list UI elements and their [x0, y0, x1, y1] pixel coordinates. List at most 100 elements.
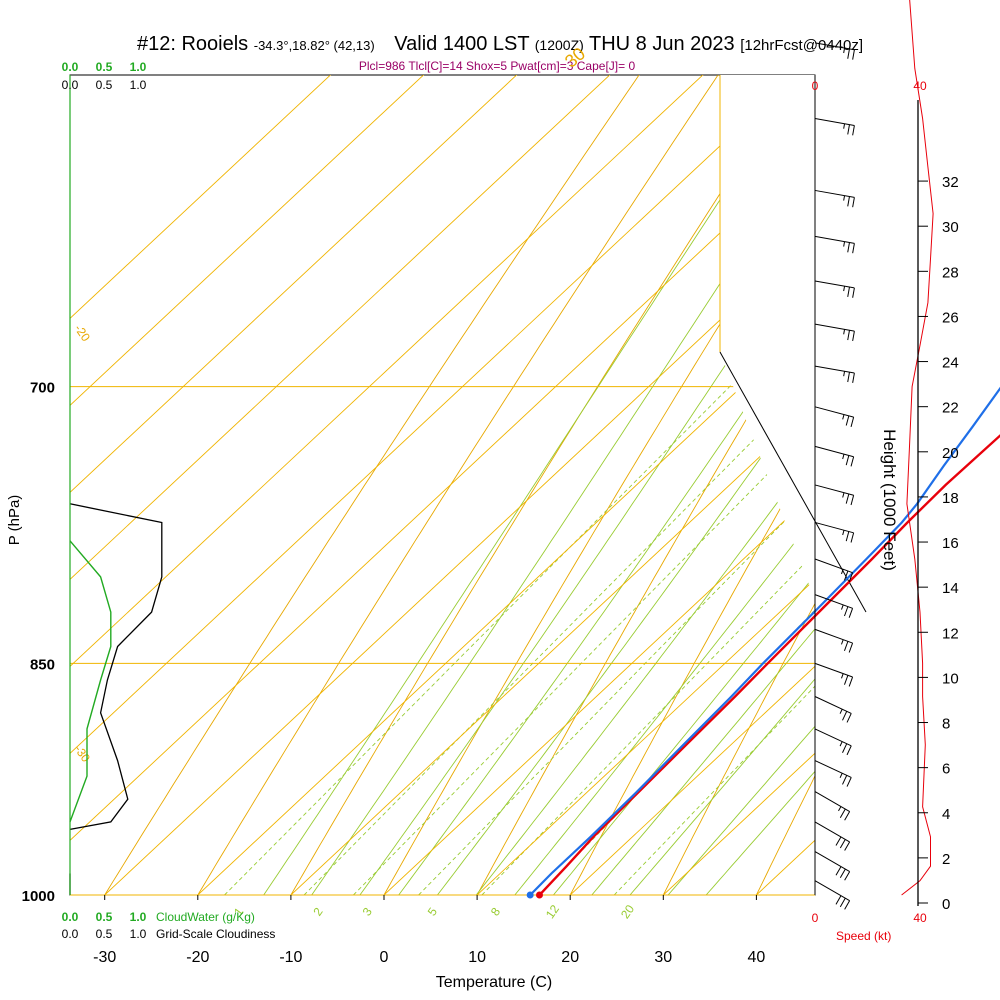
height-tick-label: 16 [942, 535, 959, 552]
height-tick-label: 24 [942, 355, 959, 372]
dry-adiabat-line [104, 75, 640, 895]
height-tick-label: 10 [942, 670, 959, 687]
wind-barb [814, 521, 855, 543]
wind-barb [814, 118, 855, 136]
wind-barb [814, 484, 855, 506]
dry-adiabat-line [662, 602, 815, 895]
isotherm-line [104, 230, 815, 895]
isotherm-line [70, 75, 425, 406]
isotherm-line [290, 404, 815, 895]
wind-speed-profile [901, 0, 934, 896]
cloud-water-scale-bottom: 0.0 [62, 910, 79, 924]
speed-tick-top: 40 [913, 79, 927, 93]
isobars-layer: 2503004005007008501000 [22, 380, 815, 905]
height-tick-label: 8 [942, 716, 950, 733]
isotherm-line [383, 491, 815, 895]
wind-barb [814, 406, 855, 427]
plot-frame [69, 74, 816, 896]
wind-barb [814, 42, 855, 60]
cloudiness-label: Grid-Scale Cloudiness [156, 927, 275, 941]
cloud-water-scale-top: 0.5 [96, 60, 113, 74]
station-coords: -34.3°,18.82° (42,13) [254, 38, 375, 53]
wind-barb [814, 821, 851, 851]
isotherm-line [70, 75, 797, 755]
temperature-tick-label: -10 [279, 949, 302, 966]
height-tick-label: 30 [942, 219, 959, 236]
pressure-tick-label: 1000 [22, 888, 55, 905]
height-tick-label: 6 [942, 761, 950, 778]
x-axis-title: Temperature (C) [436, 974, 552, 991]
wind-barb [814, 696, 852, 723]
height-tick-label: 2 [942, 851, 950, 868]
moist-adiabat-line [591, 628, 815, 895]
cloud-water-label: CloudWater (g/Kg) [156, 910, 255, 924]
isotherm-line [70, 75, 704, 668]
dewpoint-profile [529, 386, 1000, 896]
dry-adiabat-line [912, 0, 1000, 965]
cloud-water-line [69, 540, 112, 823]
mixing-ratio-label: 12 [543, 902, 562, 921]
cloudiness-scale-top: 1.0 [130, 78, 147, 92]
isotherms-layer [70, 75, 815, 895]
cloudiness-line [69, 503, 163, 831]
height-tick-label: 0 [942, 896, 950, 913]
temperature-tick-label: -20 [186, 949, 209, 966]
mixing-ratio-label: 2 [310, 905, 325, 919]
speed-tick-top: 0 [812, 79, 819, 93]
surface-dewpoint-marker [526, 891, 534, 899]
temperature-tick-label: 40 [748, 949, 766, 966]
wind-barb [814, 280, 855, 298]
wind-barb [814, 594, 854, 618]
dry-adiabat-line [569, 446, 815, 895]
sounding-profiles-layer [526, 386, 1000, 899]
temperature-profile [538, 434, 1000, 896]
isotherm-line [70, 75, 611, 581]
mixing-ratio-line [353, 425, 815, 895]
height-tick-label: 22 [942, 400, 959, 417]
y-axis-title: P (hPa) [6, 495, 23, 546]
speed-tick-bottom: 0 [812, 911, 819, 925]
height-axis-title: Height (1000 Feet) [880, 429, 899, 571]
moist-adiabat-line [667, 725, 815, 895]
dry-adiabat-line [290, 75, 798, 895]
wind-barb [814, 662, 854, 687]
isotherm-line [197, 317, 815, 895]
temperature-tick-label: -30 [93, 949, 116, 966]
wind-speed-layer: 0040408080120120 [812, 0, 934, 925]
plot-mask-layer [719, 75, 867, 895]
mixing-ratio-label: 3 [360, 905, 375, 919]
moist-adiabat-line [436, 380, 815, 895]
wind-barb [814, 880, 851, 910]
height-tick-label: 32 [942, 174, 959, 191]
height-tick-label: 4 [942, 806, 950, 823]
moist-adiabat-line [629, 678, 815, 895]
mixing-ratio-label: 8 [488, 905, 503, 919]
station-name: #12: Rooiels [137, 33, 248, 55]
cloud-water-scale-bottom: 0.5 [96, 910, 113, 924]
valid-time: Valid 1400 LST [394, 33, 529, 55]
cloud-water-scale-top: 1.0 [130, 60, 147, 74]
height-tick-label: 28 [942, 264, 959, 281]
dry-adiabat-label: -20 [72, 322, 94, 345]
cloudiness-scale-top: 0.5 [96, 78, 113, 92]
isotherm-line [70, 75, 332, 319]
wind-barb [814, 189, 855, 208]
cloud-water-scale-top: 0.0 [62, 60, 79, 74]
wind-barb [814, 365, 855, 383]
temperature-tick-label: 0 [380, 949, 389, 966]
cloud-profile-layer [69, 75, 163, 895]
height-tick-label: 20 [942, 445, 959, 462]
height-tick-label: 26 [942, 309, 959, 326]
moist-adiabat-line [398, 304, 815, 895]
sounding-indices: Plcl=986 Tlcl[C]=14 Shox=5 Pwat[cm]=3 Ca… [359, 59, 636, 73]
chart-title: #12: Rooiels -34.3°,18.82° (42,13) Valid… [137, 33, 863, 55]
pressure-tick-label: 850 [30, 656, 55, 673]
cloudiness-scale-bottom: 0.0 [62, 927, 79, 941]
wind-barb [814, 628, 854, 653]
isotherm-line [70, 75, 518, 493]
mixing-ratio-label: 5 [425, 905, 440, 919]
wind-speed-label: Speed (kt) [836, 929, 891, 943]
wind-barb [814, 760, 852, 787]
